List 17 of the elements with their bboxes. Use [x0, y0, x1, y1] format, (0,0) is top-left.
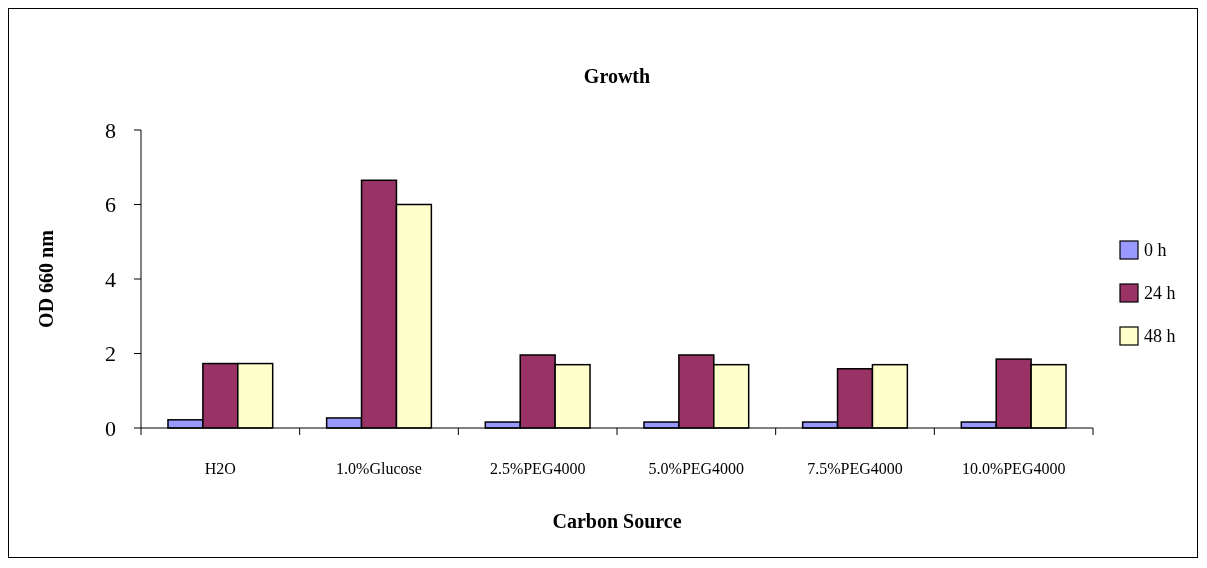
- x-tick-label: 5.0%PEG4000: [648, 460, 745, 477]
- x-tick-label: 1.0%Glucose: [336, 460, 422, 477]
- y-tick-label: 6: [105, 192, 116, 218]
- x-tick-label: 10.0%PEG4000: [961, 460, 1066, 477]
- legend-label: 48 h: [1144, 326, 1176, 346]
- legend-label: 0 h: [1144, 240, 1167, 260]
- y-axis-title: OD 660 nm: [35, 229, 57, 328]
- x-tick-label: 2.5%PEG4000: [489, 460, 586, 477]
- y-tick-label: 4: [105, 266, 116, 292]
- legend-label: 24 h: [1144, 283, 1176, 303]
- x-tick-label: 7.5%PEG4000: [807, 460, 903, 477]
- x-axis-title: Carbon Source: [552, 510, 682, 532]
- y-tick-label: 2: [105, 341, 116, 367]
- x-tick-label: H2O: [204, 460, 236, 477]
- y-tick-label: 8: [105, 117, 116, 143]
- y-tick-label: 0: [105, 415, 116, 441]
- chart-title: Growth: [583, 65, 651, 87]
